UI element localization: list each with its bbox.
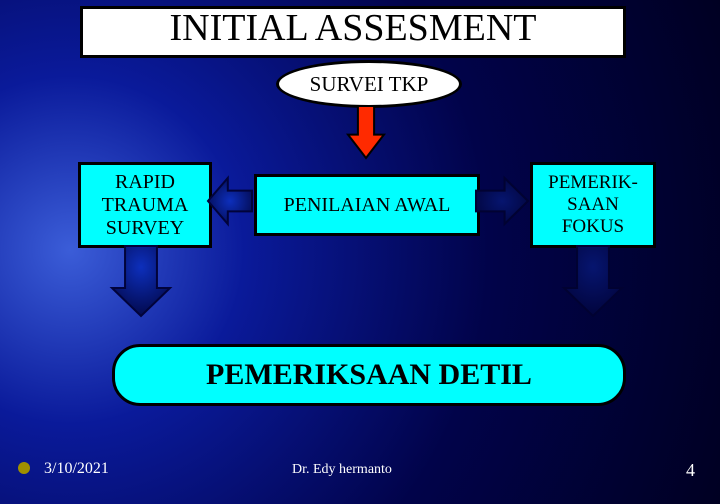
title-text: INITIAL ASSESMENT — [170, 7, 537, 49]
arrow-down-left-icon — [112, 246, 170, 316]
survei-oval: SURVEI TKP — [276, 60, 462, 108]
pemeriksaan-detil-box: PEMERIKSAAN DETIL — [112, 344, 626, 406]
arrow-right-icon — [476, 178, 528, 224]
arrow-down-right-icon — [564, 246, 622, 316]
footer-author: Dr. Edy hermanto — [292, 462, 392, 478]
pemeriksaan-detil-text: PEMERIKSAAN DETIL — [206, 358, 532, 392]
footer-date: 3/10/2021 — [44, 460, 109, 478]
arrow-down-icon — [348, 106, 384, 158]
pemeriksaan-fokus-text: PEMERIK- SAAN FOKUS — [548, 172, 638, 238]
rapid-trauma-text: RAPID TRAUMA SURVEY — [102, 171, 189, 240]
penilaian-box: PENILAIAN AWAL — [254, 174, 480, 236]
survei-text: SURVEI TKP — [310, 72, 429, 97]
title-box: INITIAL ASSESMENT — [80, 6, 626, 58]
penilaian-text: PENILAIAN AWAL — [284, 194, 451, 217]
footer-page: 4 — [686, 460, 695, 481]
pemeriksaan-fokus-box: PEMERIK- SAAN FOKUS — [530, 162, 656, 248]
rapid-trauma-box: RAPID TRAUMA SURVEY — [78, 162, 212, 248]
bullet-icon — [18, 462, 30, 474]
arrow-left-icon — [208, 178, 252, 224]
